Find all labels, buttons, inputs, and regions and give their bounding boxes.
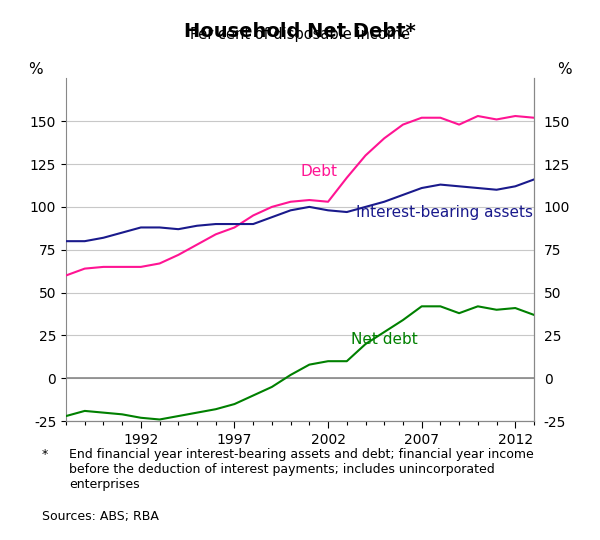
Text: End financial year interest-bearing assets and debt; financial year income
befor: End financial year interest-bearing asse…	[69, 448, 534, 491]
Text: Debt: Debt	[300, 164, 337, 179]
Title: Per cent of disposable income: Per cent of disposable income	[190, 28, 410, 43]
Text: %: %	[557, 62, 572, 77]
Text: Household Net Debt*: Household Net Debt*	[184, 22, 416, 40]
Text: Net debt: Net debt	[350, 332, 417, 347]
Text: Sources: ABS; RBA: Sources: ABS; RBA	[42, 510, 159, 523]
Text: Interest-bearing assets: Interest-bearing assets	[356, 205, 533, 220]
Text: *: *	[42, 448, 48, 461]
Text: %: %	[28, 62, 43, 77]
